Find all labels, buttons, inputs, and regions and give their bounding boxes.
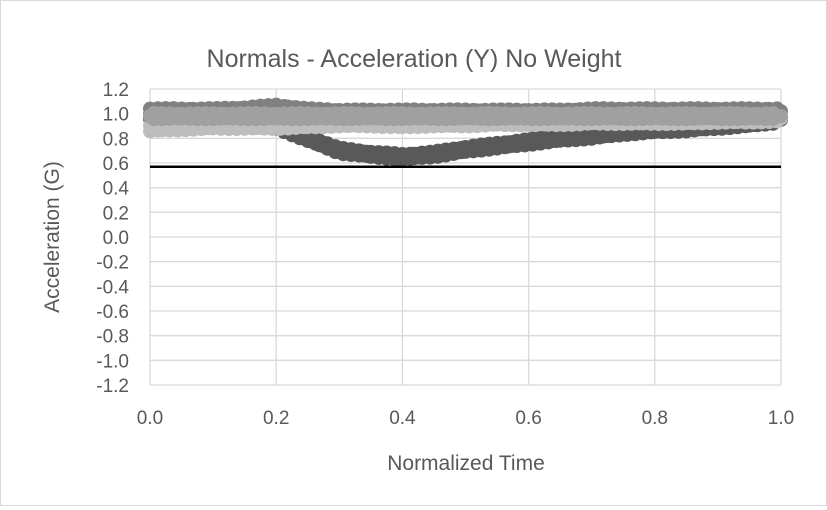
data-point: [774, 109, 788, 124]
x-tick-labels: 0.0 0.2 0.4 0.6 0.8 1.0: [137, 408, 794, 429]
y-axis-label: Acceleration (G): [41, 161, 64, 313]
x-tick-label: 0.0: [137, 408, 163, 429]
y-tick-label: -1.0: [96, 351, 129, 372]
data-points: [143, 97, 788, 167]
y-tick-label: 1.2: [103, 80, 129, 101]
gridlines: [149, 88, 782, 386]
y-tick-label: 0.6: [103, 154, 129, 175]
x-tick-label: 0.4: [389, 408, 416, 429]
x-tick-label: 0.6: [515, 408, 541, 429]
y-tick-label: -0.8: [96, 327, 129, 348]
y-tick-label: -0.6: [96, 302, 129, 323]
y-tick-label: 0.2: [103, 203, 129, 224]
series-4: [143, 106, 788, 127]
y-tick-label: 0.8: [103, 129, 129, 150]
x-axis-label: Normalized Time: [387, 452, 545, 475]
y-tick-label: -1.2: [96, 376, 129, 397]
x-tick-label: 0.8: [642, 408, 668, 429]
y-tick-label: 0.0: [103, 228, 129, 249]
chart-title: Normals - Acceleration (Y) No Weight: [207, 45, 622, 73]
y-tick-label: -0.4: [96, 277, 129, 298]
y-tick-label: -0.2: [96, 253, 129, 274]
x-tick-label: 0.2: [263, 408, 289, 429]
x-tick-label: 1.0: [768, 408, 794, 429]
y-tick-label: 1.0: [103, 105, 129, 126]
y-tick-label: 0.4: [103, 179, 130, 200]
y-tick-labels: 1.2 1.0 0.8 0.6 0.4 0.2 0.0 -0.2 -0.4 -0.6 -0.8 -1.…: [96, 80, 129, 397]
